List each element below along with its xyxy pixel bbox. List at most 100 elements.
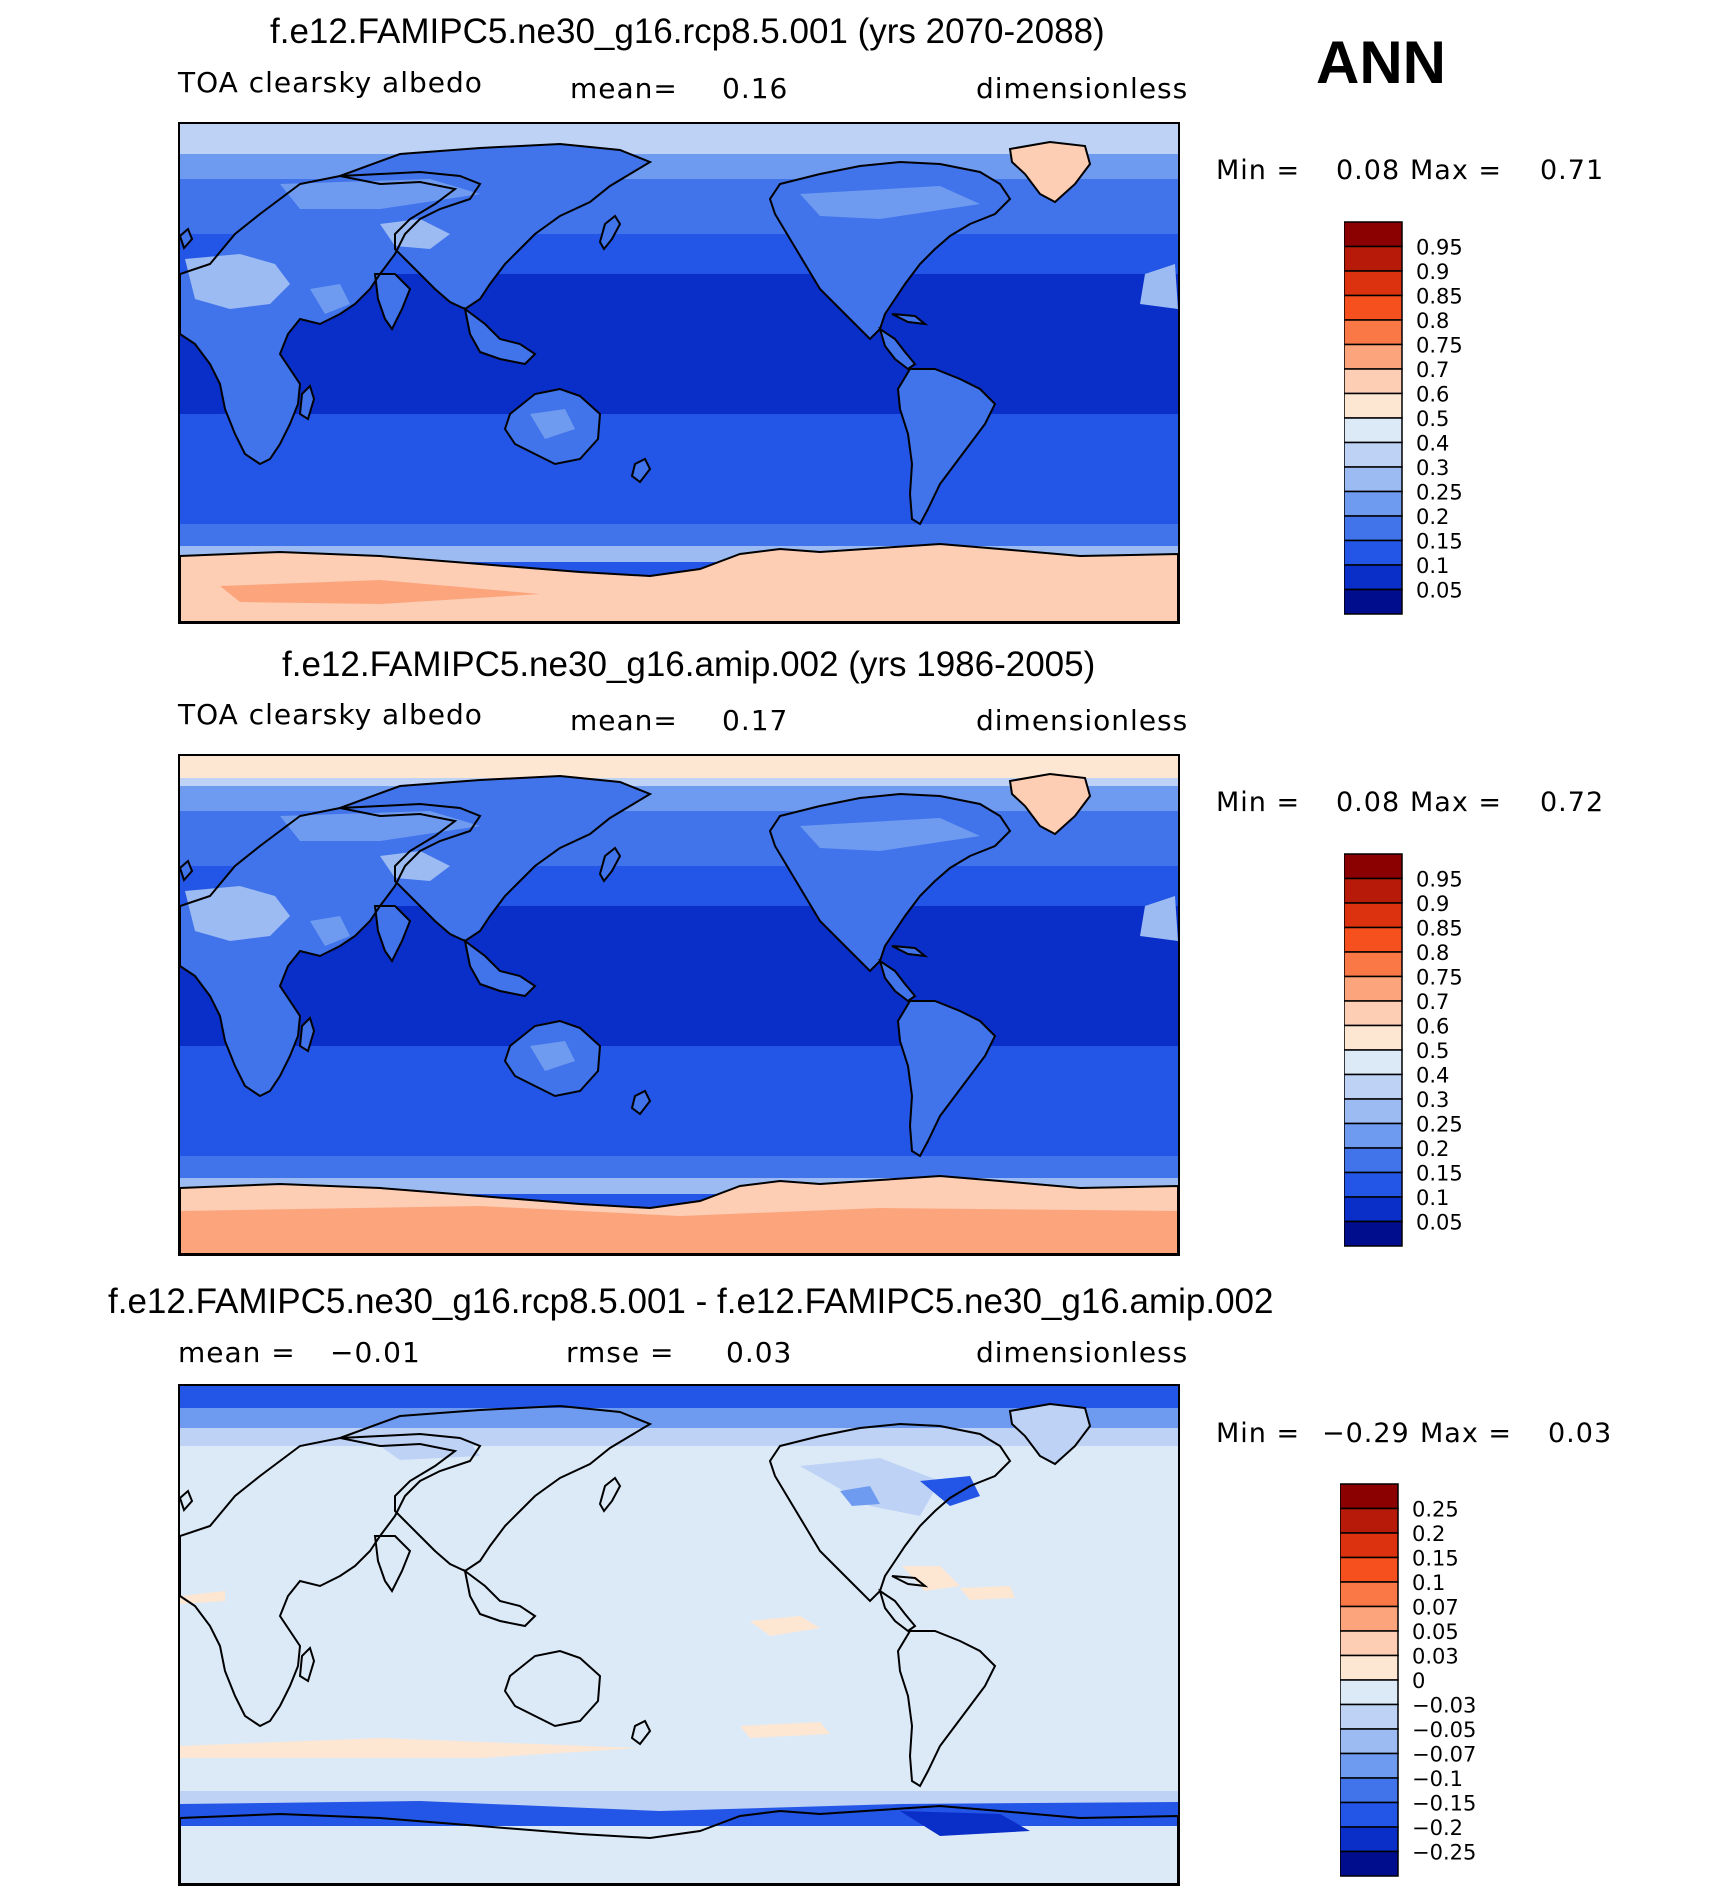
colorbar-tick-label: 0.05 xyxy=(1416,579,1463,603)
southern-ocean-edge-band xyxy=(180,1156,1178,1178)
colorbar-tick-label: 0.95 xyxy=(1416,236,1463,260)
landmass-cuba xyxy=(891,313,929,326)
greenland-ice xyxy=(1010,774,1090,834)
landmass-camerica xyxy=(878,1588,917,1633)
colorbar-tick-label: −0.05 xyxy=(1412,1718,1476,1742)
colorbar-swatch xyxy=(1344,245,1403,272)
landmass-nz xyxy=(632,1091,650,1114)
colorbar-tick-label: 0.75 xyxy=(1416,966,1463,990)
panel3-mean-value: −0.01 xyxy=(330,1336,421,1369)
landmass-antarctica xyxy=(180,1174,1178,1254)
sahara-bright xyxy=(185,254,290,309)
colorbar-swatch xyxy=(1344,319,1403,346)
landmass-camerica xyxy=(878,326,917,371)
colorbar-swatch xyxy=(1340,1605,1399,1632)
southern-increase-band xyxy=(180,1738,640,1758)
landmass-camerica xyxy=(878,958,917,1003)
landmass-cuba xyxy=(892,314,925,324)
landmass-namerica xyxy=(768,1422,1012,1603)
landmass-india xyxy=(373,273,412,331)
colorbar-tick-label: 0.8 xyxy=(1416,309,1449,333)
colorbar-swatch xyxy=(1344,902,1403,929)
colorbar-tick-label: 0.3 xyxy=(1416,456,1449,480)
panel3-mean-label: mean = xyxy=(178,1336,296,1369)
colorbar-swatch xyxy=(1344,588,1403,615)
landmass-nz xyxy=(632,459,650,482)
landmass-namerica xyxy=(768,160,1012,341)
colorbar-swatch xyxy=(1344,539,1403,566)
caribbean-increase xyxy=(902,1566,960,1591)
landmass-samerica xyxy=(898,1001,995,1156)
panel1-title: f.e12.FAMIPC5.ne30_g16.rcp8.5.001 (yrs 2… xyxy=(270,12,1105,51)
season-label: ANN xyxy=(1316,29,1446,96)
landmass-australia xyxy=(503,387,602,466)
colorbar-tick-label: 0.7 xyxy=(1416,990,1449,1014)
landmass-japan xyxy=(598,846,622,883)
panel3-max-value: 0.03 xyxy=(1548,1418,1613,1449)
colorbar-swatch xyxy=(1344,515,1403,542)
colorbar-swatch xyxy=(1340,1777,1399,1804)
north-america-light xyxy=(800,186,980,219)
landmass-madagascar xyxy=(300,1018,314,1051)
panel1-map-svg xyxy=(180,124,1178,622)
landmass-asia xyxy=(336,142,653,311)
colorbar-swatch xyxy=(1344,441,1403,468)
landmass-camerica xyxy=(880,961,915,1001)
landmass-uk xyxy=(180,1489,194,1512)
colorbar-swatch xyxy=(1344,490,1403,517)
panel1-min-value: 0.08 xyxy=(1336,155,1401,186)
landmass-australia xyxy=(503,1019,602,1098)
landmass-samerica xyxy=(896,1630,997,1788)
australia-interior xyxy=(530,1041,575,1071)
landmass-japan xyxy=(598,214,622,251)
tibet-bright xyxy=(380,851,450,881)
landmass-seasia xyxy=(463,938,537,998)
landmass-uk xyxy=(180,859,194,882)
colorbar-tick-label: −0.25 xyxy=(1412,1841,1476,1865)
panel1-min-label: Min = xyxy=(1216,155,1301,186)
arabia-bright xyxy=(310,916,350,946)
colorbar-tick-label: 0.1 xyxy=(1416,1186,1449,1210)
landmass-seasia xyxy=(463,306,537,366)
colorbar-swatch xyxy=(1344,1220,1403,1247)
landmass-europe_africa xyxy=(180,1432,482,1728)
landmass-europe_africa xyxy=(180,802,482,1098)
colorbar-tick-label: 0 xyxy=(1412,1669,1425,1693)
colorbar-tick-label: 0.1 xyxy=(1412,1571,1445,1595)
colorbar-tick-label: −0.2 xyxy=(1412,1816,1463,1840)
colorbar-swatch xyxy=(1344,564,1403,591)
panel2-max-value: 0.72 xyxy=(1540,787,1605,818)
colorbar-tick-label: 0.25 xyxy=(1416,481,1463,505)
landmass-madagascar xyxy=(300,386,314,419)
panel1-max-value: 0.71 xyxy=(1540,155,1605,186)
colorbar-swatch xyxy=(1344,1049,1403,1076)
landmass-greenland xyxy=(1008,772,1092,836)
colorbar-swatch xyxy=(1340,1507,1399,1534)
antarctica-ice-core xyxy=(180,1206,1178,1254)
weddell-strong-decrease xyxy=(900,1811,1030,1836)
greenland-decrease xyxy=(1010,1404,1090,1464)
colorbar-swatch xyxy=(1340,1679,1399,1706)
colorbar-tick-label: −0.03 xyxy=(1412,1694,1476,1718)
colorbar-tick-label: 0.15 xyxy=(1416,1162,1463,1186)
panel2-variable-label: TOA clearsky albedo xyxy=(178,698,483,731)
panel1-max-label: Max = xyxy=(1410,155,1503,186)
arctic-pale-band xyxy=(180,756,1178,778)
landmass-samerica xyxy=(896,368,997,526)
africa-west-increase xyxy=(180,1591,225,1604)
rockies-decrease xyxy=(840,1486,880,1506)
panel1-variable-label: TOA clearsky albedo xyxy=(178,66,483,99)
pacific-increase-patch xyxy=(740,1722,830,1738)
landmass-seasia xyxy=(463,1568,537,1628)
colorbar-tick-label: −0.15 xyxy=(1412,1792,1476,1816)
panel1-units: dimensionless xyxy=(976,72,1189,105)
southern-ocean-edge-band xyxy=(180,524,1178,546)
landmass-madagascar xyxy=(298,1016,316,1053)
colorbar-swatch xyxy=(1344,270,1403,297)
colorbar-tick-label: 0.25 xyxy=(1412,1498,1459,1522)
landmass-cuba xyxy=(891,945,929,958)
panel2-mean-label: mean= xyxy=(570,704,678,737)
panel3-rmse-value: 0.03 xyxy=(726,1336,793,1369)
landmass-samerica xyxy=(896,1000,997,1158)
colorbar-tick-label: 0.9 xyxy=(1416,260,1449,284)
